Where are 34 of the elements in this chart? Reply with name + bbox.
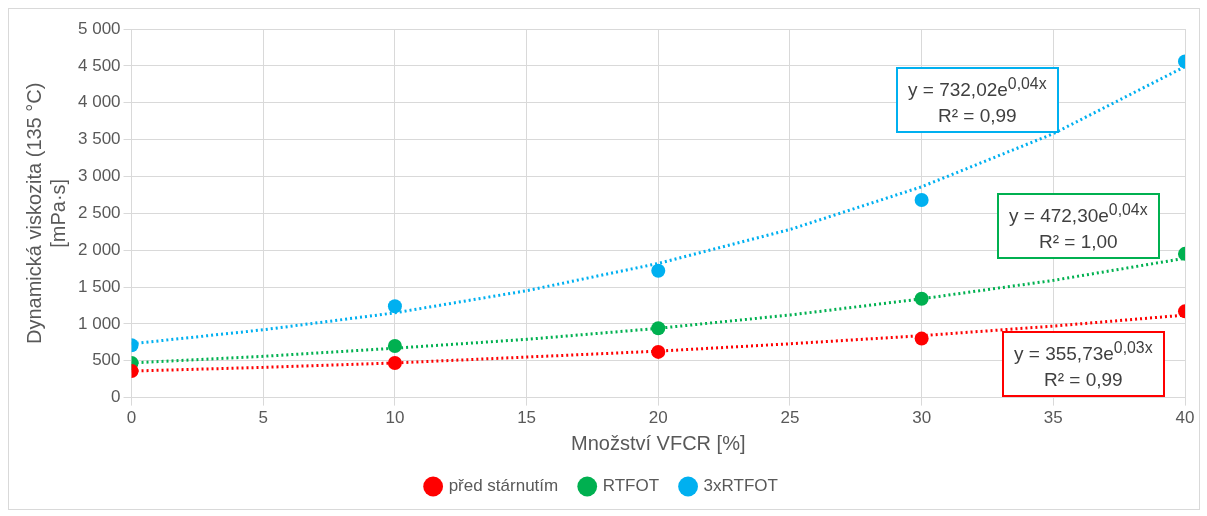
annotation: y = 472,30e$^{0,04x}$ R² = 1,00 (1009, 200, 1148, 255)
y-tick-label: 3 500 (77, 129, 121, 149)
legend-label: před stárnutím (448, 476, 559, 496)
y-axis-title: Dynamická viskozita (135 °C) [mPa·s] (22, 82, 69, 344)
x-tick-label: 5 (258, 408, 268, 428)
y-tick-label: 500 (92, 350, 121, 370)
annotation: y = 355,73e$^{0,03x}$ R² = 0,99 (1014, 338, 1153, 393)
x-axis-title: Množství VFCR [%] (571, 431, 746, 454)
y-tick-label: 1 500 (77, 276, 121, 296)
point (651, 263, 666, 278)
point (651, 344, 666, 359)
y-tick-label: 2 500 (77, 202, 121, 222)
y-tick-label: 3 000 (77, 166, 121, 186)
y-tick-label: 4 500 (77, 55, 121, 75)
x-tick-label: 30 (912, 408, 932, 428)
x-tick-label: 40 (1175, 408, 1195, 428)
y-tick-label: 1 000 (77, 313, 121, 333)
y-tick-label: 2 000 (77, 239, 121, 259)
x-tick-label: 0 (126, 408, 137, 428)
y-tick-label: 4 000 (77, 92, 121, 112)
x-tick-label: 35 (1043, 408, 1063, 428)
y-tick-label: 0 (111, 387, 121, 407)
x-tick-label: 10 (385, 408, 405, 428)
x-tick-label: 15 (517, 408, 537, 428)
point (914, 291, 929, 306)
y-tick-label: 5 000 (77, 18, 121, 38)
legend-label: 3xRTFOT (703, 476, 778, 496)
x-tick-label: 20 (648, 408, 668, 428)
x-tick-label: 25 (780, 408, 800, 428)
point (914, 193, 929, 208)
point (651, 321, 666, 336)
point (914, 331, 929, 346)
legend-label: RTFOT (602, 476, 660, 496)
annotation: y = 732,02e$^{0,04x}$ R² = 0,99 (908, 74, 1047, 129)
